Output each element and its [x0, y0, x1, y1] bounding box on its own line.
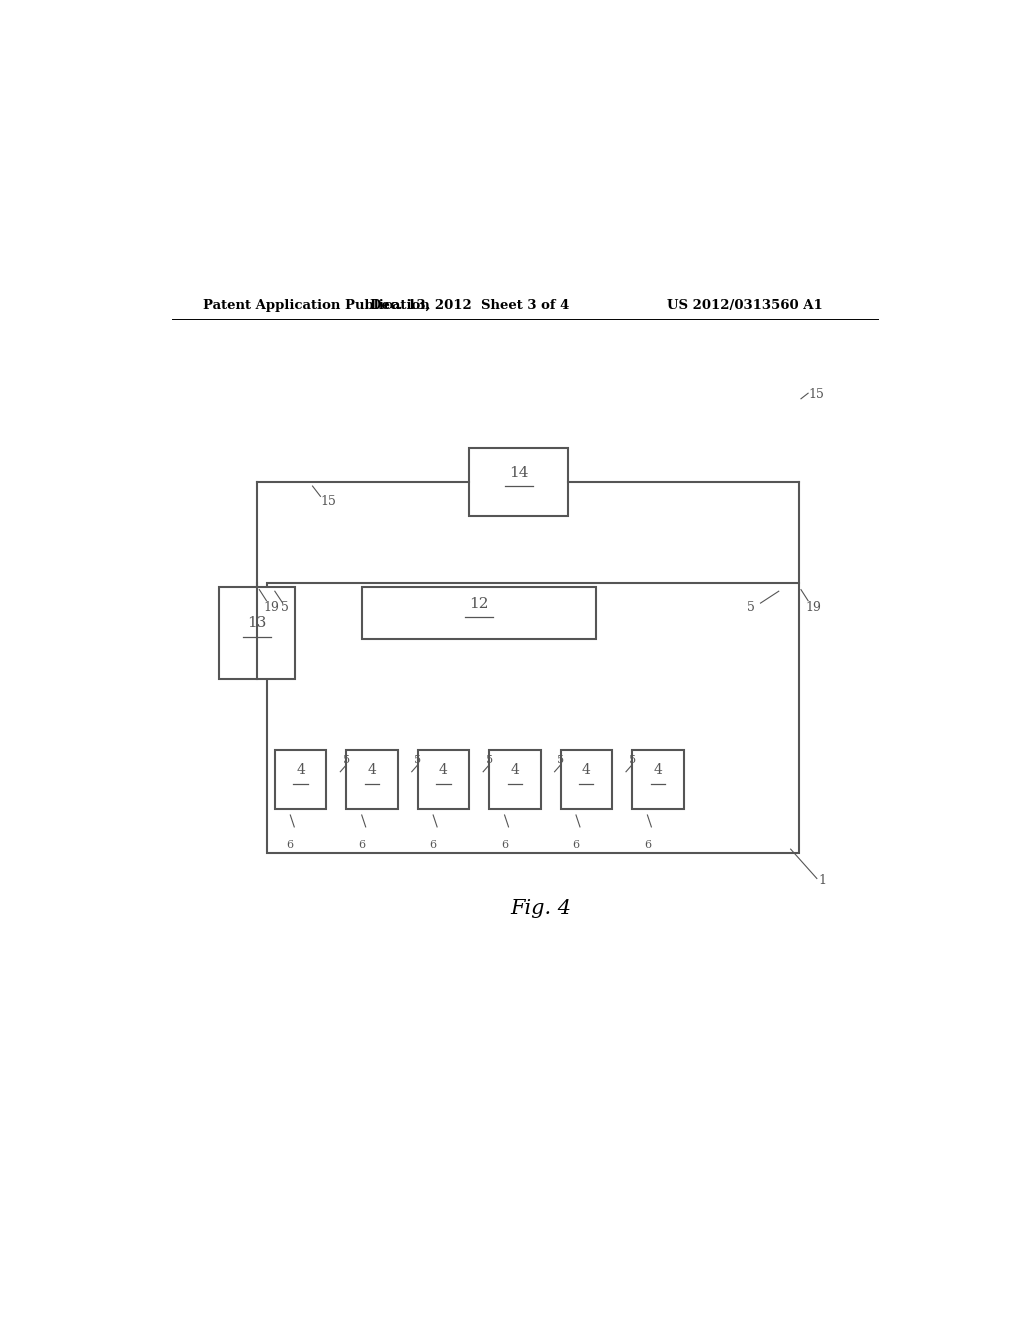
Text: 5: 5: [486, 755, 493, 764]
Text: 6: 6: [287, 840, 294, 850]
Bar: [632, 750, 684, 809]
Bar: [489, 750, 541, 809]
Bar: [560, 750, 612, 809]
Text: 15: 15: [321, 495, 336, 508]
Text: 5: 5: [557, 755, 564, 764]
Text: 6: 6: [358, 840, 366, 850]
Text: 4: 4: [582, 763, 591, 777]
Bar: [469, 449, 568, 516]
Text: 5: 5: [748, 601, 755, 614]
Text: Dec. 13, 2012  Sheet 3 of 4: Dec. 13, 2012 Sheet 3 of 4: [370, 300, 569, 312]
Text: 6: 6: [501, 840, 508, 850]
Text: 19: 19: [805, 601, 821, 614]
Text: 4: 4: [510, 763, 519, 777]
Text: US 2012/0313560 A1: US 2012/0313560 A1: [667, 300, 822, 312]
Text: 5: 5: [629, 755, 636, 764]
Text: 14: 14: [509, 466, 528, 479]
Text: 4: 4: [368, 763, 377, 777]
Bar: [418, 750, 469, 809]
Text: 6: 6: [644, 840, 651, 850]
Bar: [219, 587, 295, 678]
Text: 12: 12: [469, 597, 488, 611]
Text: Fig. 4: Fig. 4: [510, 899, 571, 919]
Text: 5: 5: [282, 601, 289, 614]
Text: 1: 1: [818, 874, 826, 887]
Bar: [362, 587, 596, 639]
Text: 4: 4: [439, 763, 447, 777]
Bar: [267, 583, 799, 853]
Bar: [346, 750, 397, 809]
Text: 4: 4: [653, 763, 663, 777]
Text: 6: 6: [430, 840, 436, 850]
Text: 5: 5: [415, 755, 422, 764]
Text: 13: 13: [247, 616, 266, 631]
Text: 5: 5: [343, 755, 350, 764]
Text: 15: 15: [808, 388, 824, 401]
Bar: [274, 750, 327, 809]
Text: 6: 6: [572, 840, 580, 850]
Text: Patent Application Publication: Patent Application Publication: [204, 300, 430, 312]
Text: 19: 19: [263, 601, 280, 614]
Text: 4: 4: [296, 763, 305, 777]
